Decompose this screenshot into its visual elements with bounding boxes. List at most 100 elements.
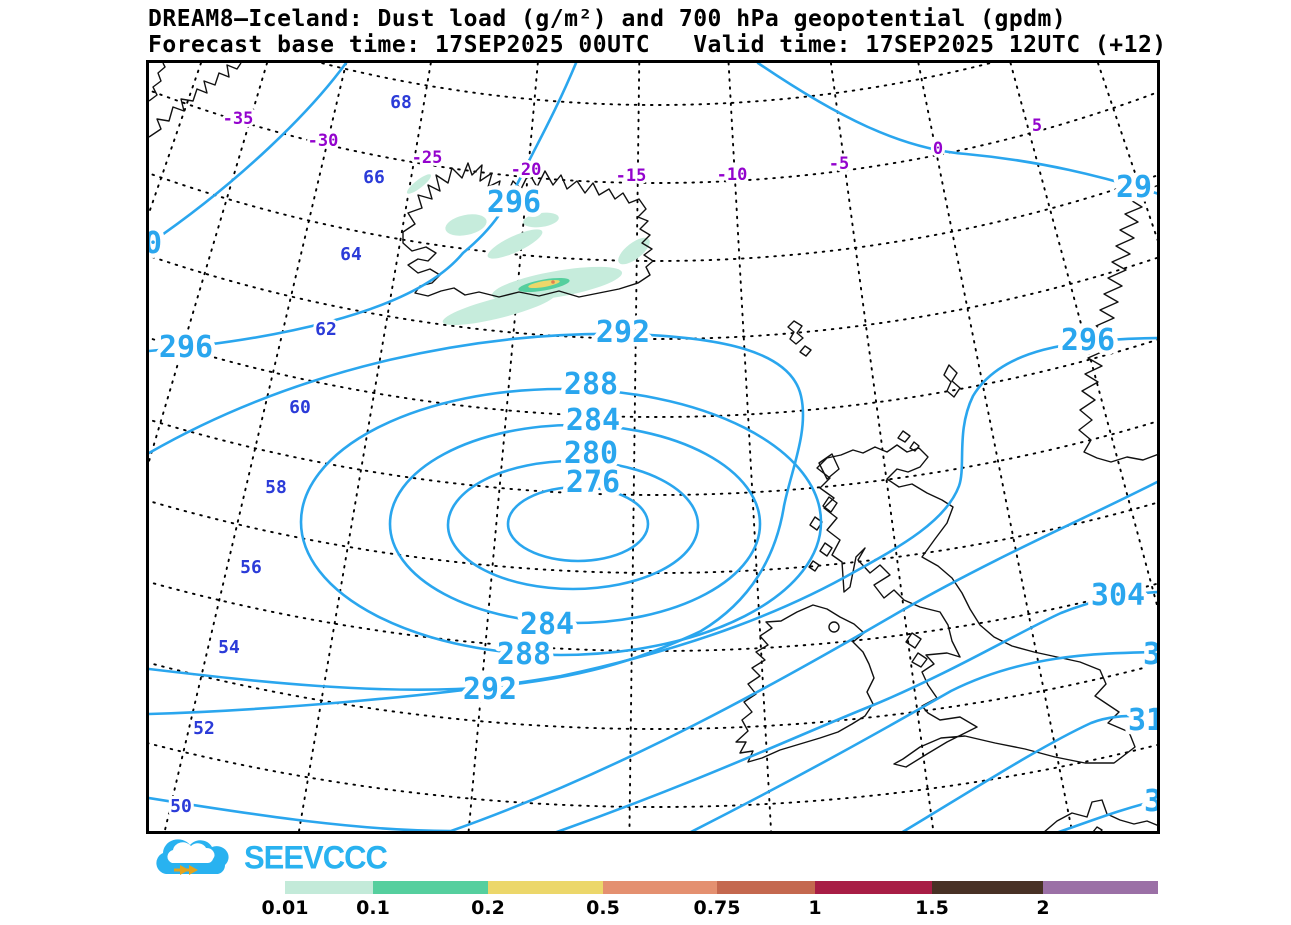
parallel-line — [149, 336, 1157, 418]
colorbar-segment — [488, 881, 603, 894]
coastline-path — [943, 364, 961, 398]
colorbar-segment — [717, 881, 815, 894]
contour-label: 296 — [159, 330, 213, 365]
coastline-path — [828, 621, 840, 633]
contour-label: 280 — [564, 436, 618, 471]
geopotential-contours — [149, 63, 1157, 831]
dust-area-low — [445, 214, 487, 236]
dust-area-low — [442, 290, 556, 326]
latitude-label: 50 — [170, 796, 192, 817]
seevccc-logo: SEEVCCC — [150, 836, 388, 880]
contour-label: 0 — [149, 226, 162, 261]
longitude-label: -10 — [717, 165, 748, 185]
colorbar-segment — [1043, 881, 1158, 894]
parallel-line — [149, 661, 1157, 730]
coastline-path — [905, 632, 922, 649]
contour-label: 276 — [566, 465, 620, 500]
longitude-label: 0 — [933, 139, 943, 159]
longitude-label: 5 — [1032, 116, 1042, 136]
colorbar-tick-label: 1 — [808, 897, 822, 919]
parallel-line — [149, 581, 1157, 652]
longitude-label: -20 — [511, 160, 542, 180]
meridian-line — [1009, 63, 1157, 609]
longitude-label: -25 — [412, 148, 443, 168]
coastline-path — [402, 162, 654, 298]
dust-area-low — [618, 237, 650, 265]
contour-label: 304 — [1091, 578, 1145, 613]
meridian-line — [467, 63, 539, 831]
latitude-label: 60 — [289, 397, 311, 418]
meridian-line — [163, 63, 348, 831]
title-block: DREAM8—Iceland: Dust load (g/m²) and 700… — [148, 6, 1278, 58]
colorbar-tick-label: 0.01 — [261, 897, 309, 919]
latitude-label: 52 — [193, 718, 215, 739]
colorbar-segment — [285, 881, 373, 894]
colorbar-segment — [603, 881, 717, 894]
dust-area-low — [523, 212, 559, 228]
map-subtitle: Forecast base time: 17SEP2025 00UTC Vali… — [148, 32, 1167, 58]
contour-line — [756, 63, 1157, 195]
meridian-line — [628, 63, 641, 831]
latitude-label: 62 — [315, 319, 337, 340]
colorbar-tick-label: 0.5 — [586, 897, 620, 919]
parallel-line — [149, 254, 1157, 340]
colorbar-segment — [932, 881, 1043, 894]
meridian-line — [149, 63, 269, 465]
parallel-line — [149, 89, 1157, 184]
colorbar-tick-label: 0.2 — [471, 897, 505, 919]
longitude-label: -30 — [308, 131, 339, 151]
coastline-path — [799, 345, 812, 357]
coastline-path — [149, 63, 242, 138]
contour-label: 288 — [564, 367, 618, 402]
contour-label: 29 — [1116, 170, 1152, 205]
contour-line-closed — [446, 459, 700, 591]
coastline-path — [1092, 826, 1103, 831]
parallel-line — [319, 63, 993, 106]
latitude-label: 64 — [340, 244, 362, 265]
latitude-label: 56 — [240, 557, 262, 578]
coastline-path — [819, 542, 833, 557]
contour-label: 292 — [596, 315, 650, 350]
parallel-line — [149, 418, 1157, 496]
contour-label: 296 — [487, 185, 541, 220]
dust-area-low — [406, 174, 432, 194]
contour-line-closed — [388, 423, 762, 625]
forecast-map: 296 0 296 29 296 292 288 284 280 276 284 288 292 304 3… — [146, 60, 1160, 834]
contour-label: 292 — [463, 672, 517, 707]
latitude-label: 66 — [363, 167, 385, 188]
coastline-path — [735, 604, 875, 763]
coastline-path — [822, 496, 838, 513]
dust-plume — [406, 174, 650, 326]
contour-line — [149, 480, 1157, 831]
graticule — [149, 63, 1157, 831]
parallel-line — [149, 171, 1157, 262]
contour-line — [901, 713, 1157, 831]
colorbar-segment — [815, 881, 932, 894]
colorbar-tick-label: 0.75 — [693, 897, 741, 919]
contour-line — [149, 332, 805, 692]
contour-line-closed — [299, 387, 823, 657]
contour-line — [149, 63, 578, 353]
coastline-path — [818, 453, 840, 480]
map-title: DREAM8—Iceland: Dust load (g/m²) and 700… — [148, 6, 1067, 32]
cloud-logo-icon — [156, 839, 229, 875]
coastline-path — [897, 430, 911, 443]
colorbar-tick-label: 0.1 — [356, 897, 390, 919]
contour-label: 31 — [1128, 703, 1157, 738]
contour-line — [690, 650, 1157, 831]
contour-label: 284 — [520, 607, 574, 642]
latitude-label: 54 — [218, 637, 240, 658]
coastline-path — [1078, 185, 1157, 463]
contour-line — [555, 590, 1157, 831]
longitude-label: -15 — [616, 166, 647, 186]
colorbar-tick-label: 2 — [1036, 897, 1050, 919]
longitude-label: -5 — [829, 154, 849, 174]
dust-load-colorbar — [285, 881, 1158, 894]
meridian-line — [917, 63, 1073, 831]
longitude-label: -35 — [223, 109, 254, 129]
logo-text: SEEVCCC — [244, 839, 388, 876]
contour-label: 3 — [1144, 784, 1157, 819]
map-labels: 2960296292962922882842802762842882923043… — [149, 89, 1157, 824]
contour-line — [149, 336, 1157, 716]
coastline-path — [1044, 799, 1157, 831]
